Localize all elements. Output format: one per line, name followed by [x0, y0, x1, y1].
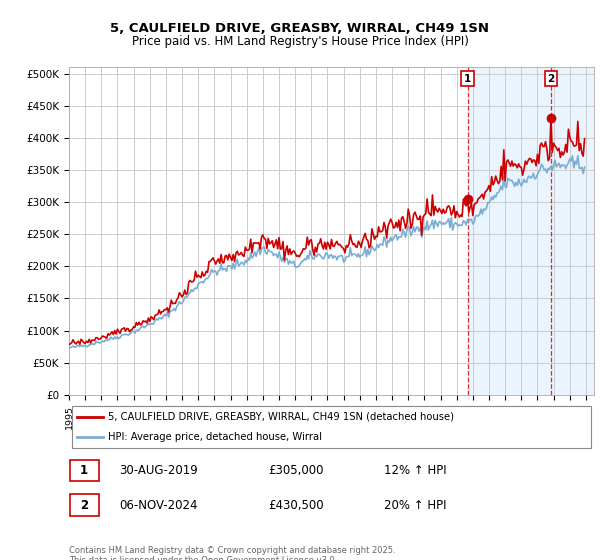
Text: 1: 1 — [80, 464, 88, 477]
FancyBboxPatch shape — [70, 460, 99, 481]
Text: £305,000: £305,000 — [269, 464, 324, 477]
Text: 06-NOV-2024: 06-NOV-2024 — [119, 498, 197, 511]
Text: £430,500: £430,500 — [269, 498, 324, 511]
Text: 5, CAULFIELD DRIVE, GREASBY, WIRRAL, CH49 1SN: 5, CAULFIELD DRIVE, GREASBY, WIRRAL, CH4… — [110, 22, 490, 35]
Bar — [467, 67, 594, 395]
Text: 2: 2 — [80, 498, 88, 511]
Text: HPI: Average price, detached house, Wirral: HPI: Average price, detached house, Wirr… — [109, 432, 322, 442]
Text: Contains HM Land Registry data © Crown copyright and database right 2025.
This d: Contains HM Land Registry data © Crown c… — [69, 546, 395, 560]
Text: Price paid vs. HM Land Registry's House Price Index (HPI): Price paid vs. HM Land Registry's House … — [131, 35, 469, 48]
Text: 30-AUG-2019: 30-AUG-2019 — [119, 464, 197, 477]
Text: 5, CAULFIELD DRIVE, GREASBY, WIRRAL, CH49 1SN (detached house): 5, CAULFIELD DRIVE, GREASBY, WIRRAL, CH4… — [109, 412, 454, 422]
Text: 1: 1 — [464, 74, 471, 84]
Text: 2: 2 — [548, 74, 555, 84]
FancyBboxPatch shape — [71, 405, 592, 449]
FancyBboxPatch shape — [70, 494, 99, 516]
Text: 12% ↑ HPI: 12% ↑ HPI — [384, 464, 446, 477]
Text: 20% ↑ HPI: 20% ↑ HPI — [384, 498, 446, 511]
